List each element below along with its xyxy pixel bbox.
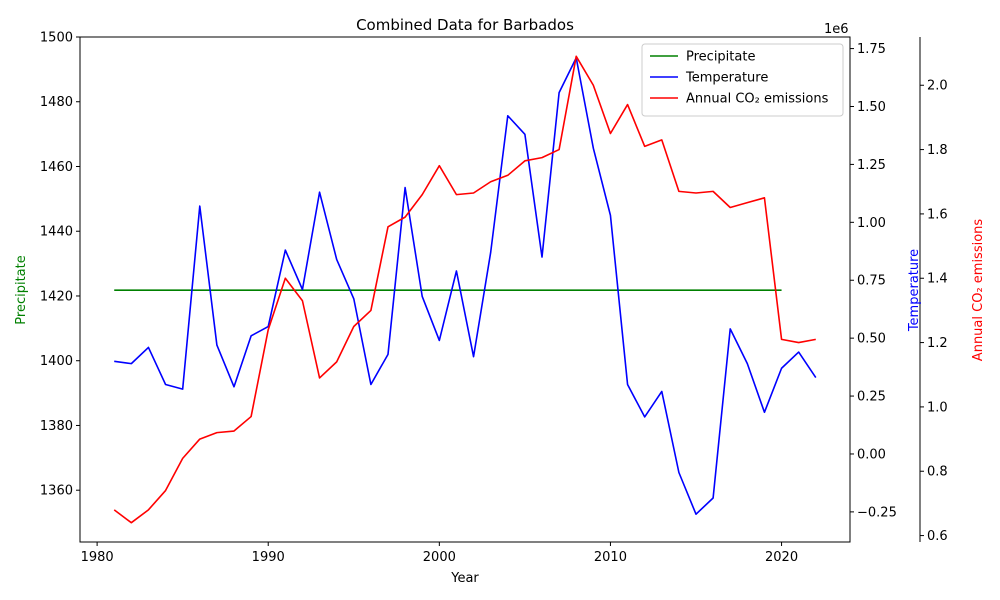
legend-entry-label: Temperature: [685, 71, 768, 86]
right-y-tick-label-co2: 0.6: [927, 529, 948, 544]
left-y-tick-label: 1380: [40, 419, 73, 434]
right-y-tick-label-temperature: 1.50: [857, 100, 886, 115]
left-y-tick-label: 1480: [40, 95, 73, 110]
right-y-tick-label-temperature: 0.50: [857, 332, 886, 347]
series-line-1: [114, 57, 817, 516]
left-y-tick-label: 1500: [40, 31, 73, 46]
temperature-axis-multiplier: 1e6: [824, 22, 849, 37]
legend-entry-label: Precipitate: [686, 50, 755, 65]
right-y-tick-label-co2: 1.4: [927, 272, 948, 287]
left-y-tick-label: 1360: [40, 484, 73, 499]
left-y-tick-label: 1400: [40, 354, 73, 369]
x-tick-label: 2000: [423, 550, 456, 565]
y-axis-label-precipitate: Precipitate: [14, 255, 29, 324]
right-y-tick-label-temperature: 0.00: [857, 447, 886, 462]
right-y-tick-label-temperature: 0.75: [857, 274, 886, 289]
left-y-tick-label: 1420: [40, 289, 73, 304]
x-tick-label: 1980: [81, 550, 114, 565]
plot-area: 1980 1990 2000 2010 2020 1360 1380 1400 1420 1440…: [40, 31, 948, 566]
right-y-tick-label-co2: 2.0: [927, 79, 948, 94]
right-y-tick-label-co2: 1.0: [927, 400, 948, 415]
y-axis-label-co2: Annual CO₂ emissions: [971, 219, 986, 362]
right-y-tick-label-temperature: 1.75: [857, 42, 886, 57]
right-y-tick-label-temperature: 1.00: [857, 216, 886, 231]
legend-entry-label: Annual CO₂ emissions: [686, 92, 829, 107]
right-y-tick-label-temperature: −0.25: [857, 505, 897, 520]
legend-box: [641, 43, 844, 117]
series-line-2: [113, 55, 816, 524]
x-tick-label: 1990: [252, 550, 285, 565]
right-y-tick-label-co2: 1.6: [927, 207, 948, 222]
right-y-tick-label-co2: 1.2: [927, 336, 948, 351]
right-y-tick-label-temperature: 1.25: [857, 158, 886, 173]
x-axis-label: Year: [450, 571, 479, 586]
left-y-tick-label: 1440: [40, 225, 73, 240]
legend: Precipitate Temperature Annual CO₂ emissio…: [641, 43, 844, 117]
y-axis-label-temperature: Temperature: [907, 249, 922, 332]
x-tick-label: 2020: [765, 550, 798, 565]
x-tick-label: 2010: [594, 550, 627, 565]
plot-frame: [79, 36, 851, 543]
left-y-tick-label: 1460: [40, 160, 73, 175]
chart-title: Combined Data for Barbados: [356, 16, 574, 34]
right-y-tick-label-temperature: 0.25: [857, 390, 886, 405]
right-y-tick-label-co2: 1.8: [927, 143, 948, 158]
right-y-tick-label-co2: 0.8: [927, 465, 948, 480]
